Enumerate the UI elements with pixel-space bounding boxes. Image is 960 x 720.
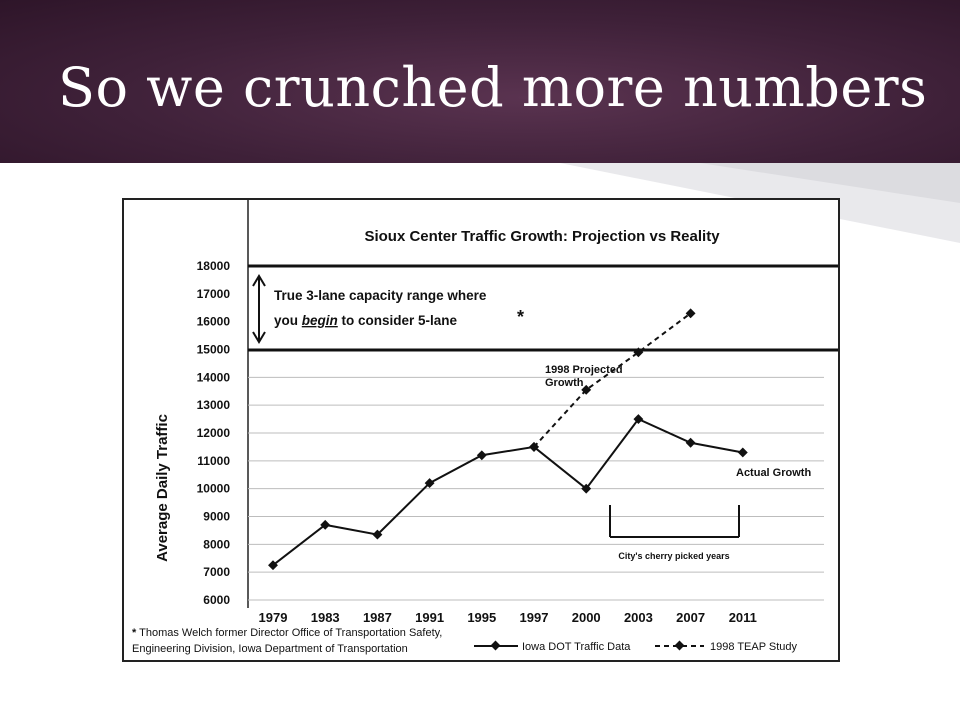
projected-label-line1: 1998 Projected bbox=[545, 364, 623, 376]
slide-header: So we crunched more numbers bbox=[0, 0, 960, 163]
capacity-arrow bbox=[252, 274, 266, 344]
x-tick-label: 2011 bbox=[729, 610, 757, 625]
x-tick-label: 2000 bbox=[572, 610, 601, 625]
y-tick-labels: 6000 7000 8000 9000 10000 11000 12000 13000 1400… bbox=[197, 259, 231, 607]
legend-label-teap: 1998 TEAP Study bbox=[710, 641, 798, 653]
projected-label-line2: Growth bbox=[545, 377, 584, 389]
y-tick-label: 17000 bbox=[197, 287, 231, 301]
footnote-line2: Engineering Division, Iowa Department of… bbox=[132, 643, 408, 655]
y-tick-label: 14000 bbox=[197, 370, 231, 384]
x-tick-label: 1997 bbox=[520, 610, 549, 625]
x-tick-label: 1979 bbox=[259, 610, 288, 625]
slide-title: So we crunched more numbers bbox=[58, 56, 928, 119]
legend-solid-marker bbox=[490, 640, 501, 651]
y-tick-label: 12000 bbox=[197, 426, 231, 440]
y-tick-label: 11000 bbox=[197, 454, 230, 468]
actual-growth-label: Actual Growth bbox=[736, 467, 811, 479]
data-point bbox=[581, 483, 592, 494]
y-tick-label: 16000 bbox=[197, 315, 231, 329]
data-point bbox=[476, 450, 487, 461]
chart: Sioux Center Traffic Growth: Projection … bbox=[122, 198, 840, 662]
data-point bbox=[685, 437, 696, 448]
data-point bbox=[320, 519, 331, 530]
y-tick-label: 8000 bbox=[203, 537, 230, 551]
capacity-star: * bbox=[517, 307, 524, 327]
series-line-iowa-dot bbox=[272, 417, 743, 566]
legend-dashed-marker bbox=[674, 640, 685, 651]
x-tick-labels: 1979 1983 1987 1991 1995 1997 2000 2003 2007 2011 bbox=[259, 610, 757, 625]
data-point bbox=[581, 384, 592, 395]
x-tick-label: 1987 bbox=[363, 610, 392, 625]
y-axis-label: Average Daily Traffic bbox=[154, 414, 171, 562]
data-point bbox=[424, 478, 435, 489]
y-tick-label: 9000 bbox=[203, 510, 230, 524]
legend: Iowa DOT Traffic Data 1998 TEAP Study bbox=[474, 640, 798, 653]
y-tick-label: 15000 bbox=[197, 343, 231, 357]
x-tick-label: 2007 bbox=[676, 610, 705, 625]
chart-title: Sioux Center Traffic Growth: Projection … bbox=[364, 228, 720, 245]
data-point bbox=[529, 441, 539, 452]
y-tick-label: 7000 bbox=[203, 565, 230, 579]
data-point bbox=[685, 308, 696, 319]
chart-border bbox=[122, 198, 840, 662]
data-point bbox=[372, 529, 383, 540]
cherry-picked-label: City's cherry picked years bbox=[618, 551, 729, 561]
series-line-teap bbox=[533, 312, 692, 448]
x-tick-label: 2003 bbox=[624, 610, 653, 625]
data-point bbox=[633, 347, 644, 358]
x-tick-label: 1991 bbox=[415, 610, 444, 625]
x-tick-label: 1995 bbox=[467, 610, 496, 625]
legend-label-iowa-dot: Iowa DOT Traffic Data bbox=[522, 641, 631, 653]
x-tick-label: 1983 bbox=[311, 610, 340, 625]
capacity-note-line1: True 3-lane capacity range where bbox=[274, 288, 487, 303]
y-tick-label: 18000 bbox=[197, 259, 231, 273]
y-tick-label: 13000 bbox=[197, 398, 231, 412]
data-point bbox=[737, 447, 748, 458]
data-point bbox=[633, 414, 644, 425]
cherry-picked-bracket bbox=[609, 505, 740, 538]
y-tick-label: 10000 bbox=[197, 482, 231, 496]
y-tick-label: 6000 bbox=[203, 593, 230, 607]
footnote-line1: * Thomas Welch former Director Office of… bbox=[132, 627, 442, 639]
chart-frame: Sioux Center Traffic Growth: Projection … bbox=[122, 198, 840, 662]
capacity-note-line2: you begin to consider 5-lane bbox=[274, 313, 458, 328]
series-group bbox=[268, 308, 748, 571]
grid bbox=[248, 376, 824, 601]
